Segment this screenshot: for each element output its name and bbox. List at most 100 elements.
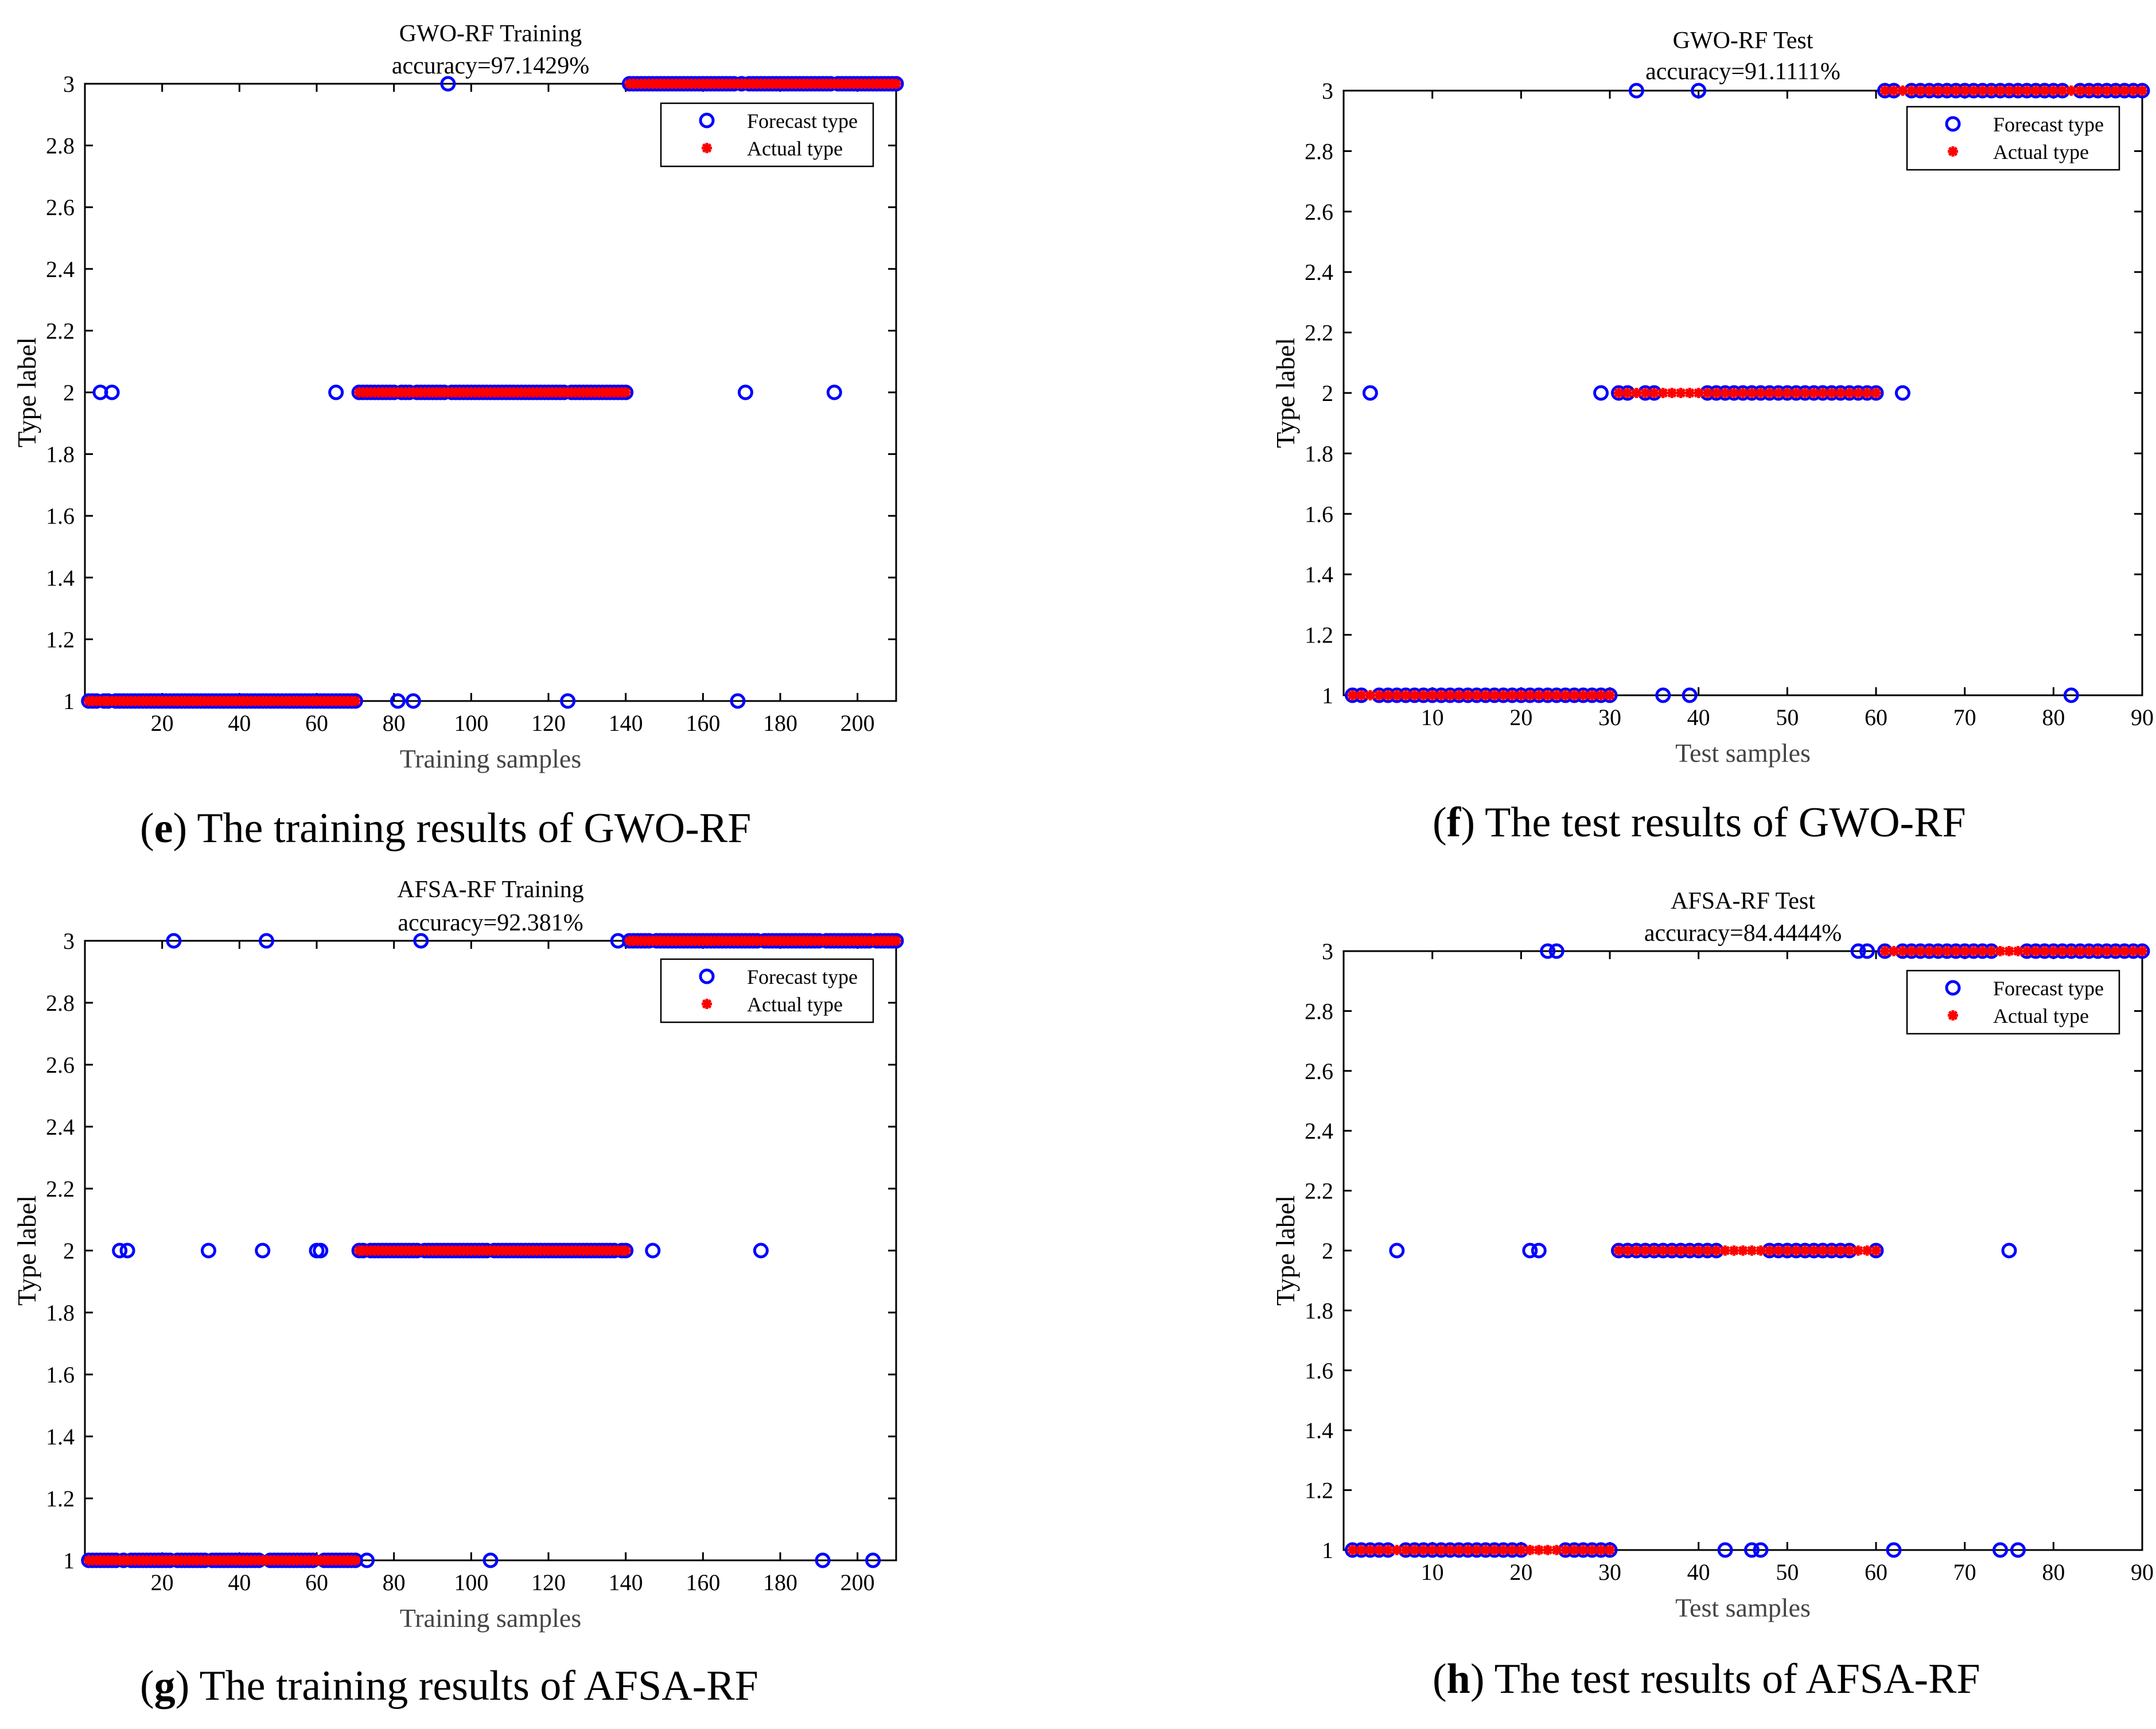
- y-tick-label: 2: [63, 1238, 75, 1264]
- actual-point: [1622, 388, 1633, 398]
- forecast-point: [1548, 943, 1565, 959]
- actual-point: [2004, 946, 2014, 956]
- actual-point: [1462, 1545, 1473, 1555]
- y-tick-label: 1.4: [1305, 1418, 1333, 1443]
- x-tick-label: 80: [383, 710, 406, 736]
- actual-point: [2075, 946, 2085, 956]
- actual-point: [1995, 85, 2006, 96]
- forecast-point: [328, 384, 344, 400]
- y-tick-label: 1: [63, 688, 75, 714]
- actual-point: [1551, 1545, 1562, 1555]
- actual-point: [1560, 690, 1571, 700]
- actual-point: [1729, 1245, 1739, 1256]
- actual-point: [1906, 85, 1917, 96]
- actual-point: [1933, 85, 1944, 96]
- actual-point: [1702, 388, 1713, 398]
- legend-actual-marker: [1948, 146, 1958, 157]
- actual-point: [1347, 1545, 1358, 1555]
- actual-point: [1897, 85, 1908, 96]
- actual-point: [2128, 946, 2139, 956]
- actual-point: [1560, 1545, 1571, 1555]
- actual-point: [1649, 1245, 1660, 1256]
- actual-point: [1826, 1245, 1837, 1256]
- actual-point: [1888, 85, 1899, 96]
- x-tick-label: 80: [2042, 1559, 2065, 1585]
- caption-e: (e) The training results of GWO-RF: [140, 805, 752, 852]
- actual-point: [1622, 1245, 1633, 1256]
- actual-point: [1808, 1245, 1819, 1256]
- x-tick-label: 100: [454, 1570, 488, 1595]
- actual-point: [1649, 388, 1660, 398]
- actual-point: [1941, 946, 1952, 956]
- forecast-point: [1531, 1243, 1547, 1259]
- actual-point: [1640, 1245, 1651, 1256]
- actual-point: [1951, 85, 1962, 96]
- actual-point: [1862, 1245, 1873, 1256]
- actual-point: [1738, 1245, 1748, 1256]
- actual-point: [1391, 690, 1402, 700]
- actual-point: [2057, 946, 2068, 956]
- actual-point: [2048, 946, 2059, 956]
- x-tick-label: 120: [531, 1570, 566, 1595]
- actual-point: [350, 696, 361, 706]
- actual-point: [1542, 1545, 1553, 1555]
- actual-point: [1746, 388, 1757, 398]
- x-tick-label: 70: [1953, 704, 1976, 730]
- legend: Forecast type Actual type: [660, 958, 874, 1023]
- y-tick-label: 2.2: [46, 1176, 75, 1202]
- x-tick-label: 20: [151, 710, 174, 736]
- y-tick-label: 1: [1322, 683, 1333, 708]
- legend-forecast-marker: [699, 112, 715, 128]
- actual-point: [2101, 85, 2112, 96]
- caption-h: (h) The test results of AFSA-RF: [1433, 1656, 1980, 1703]
- forecast-point: [200, 1243, 216, 1259]
- legend-actual-marker: [702, 999, 712, 1009]
- actual-point: [1613, 388, 1624, 398]
- y-tick-label: 1.2: [1305, 1478, 1333, 1504]
- x-tick-label: 40: [228, 710, 251, 736]
- actual-point: [1684, 1245, 1695, 1256]
- actual-point: [2013, 85, 2023, 96]
- forecast-point: [865, 1552, 881, 1568]
- actual-point: [1657, 388, 1668, 398]
- actual-point: [1587, 1545, 1598, 1555]
- actual-point: [1489, 1545, 1500, 1555]
- actual-point: [891, 936, 901, 946]
- actual-point: [350, 1555, 361, 1566]
- y-tick-label: 1.2: [1305, 622, 1333, 648]
- x-tick-label: 180: [763, 710, 797, 736]
- forecast-point: [1628, 83, 1644, 99]
- x-tick-label: 160: [686, 710, 720, 736]
- actual-point: [1436, 1545, 1447, 1555]
- actual-point: [1986, 85, 1997, 96]
- legend-forecast-marker: [1945, 980, 1961, 996]
- x-tick-label: 40: [1687, 704, 1710, 730]
- actual-point: [891, 79, 901, 89]
- y-tick-label: 2.2: [1305, 320, 1333, 346]
- forecast-point: [166, 933, 182, 949]
- actual-point: [1667, 1245, 1678, 1256]
- forecast-point: [560, 693, 576, 709]
- actual-point: [1587, 690, 1598, 700]
- actual-point: [1373, 1545, 1384, 1555]
- chart-subtitle-accuracy: accuracy=92.381%: [398, 910, 583, 936]
- y-tick-label: 1: [63, 1548, 75, 1574]
- actual-point: [1569, 1545, 1580, 1555]
- actual-point: [2119, 946, 2130, 956]
- actual-point: [1755, 388, 1766, 398]
- actual-point: [1631, 1245, 1642, 1256]
- x-tick-label: 200: [840, 1570, 875, 1595]
- y-tick-label: 2.8: [1305, 998, 1333, 1024]
- actual-point: [1906, 946, 1917, 956]
- actual-point: [1835, 388, 1846, 398]
- chart-subtitle-accuracy: accuracy=84.4444%: [1644, 920, 1842, 947]
- actual-point: [1472, 690, 1482, 700]
- forecast-point: [1655, 687, 1671, 703]
- forecast-point: [1389, 1243, 1405, 1259]
- actual-point: [2030, 946, 2041, 956]
- actual-point: [1871, 1245, 1881, 1256]
- x-tick-label: 20: [151, 1570, 174, 1595]
- x-tick-label: 10: [1421, 1559, 1444, 1585]
- actual-point: [2021, 85, 2032, 96]
- actual-point: [1862, 388, 1873, 398]
